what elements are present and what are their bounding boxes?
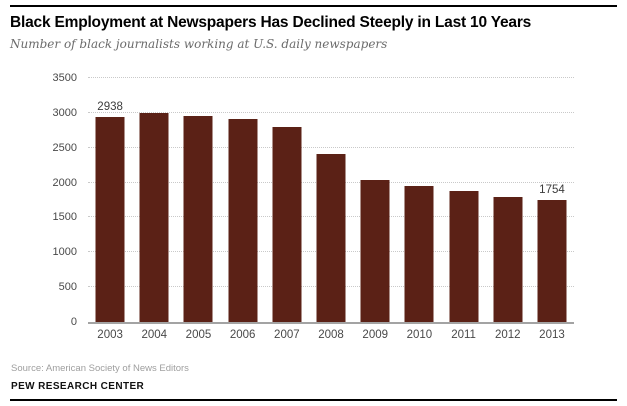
x-tick-label-2007: 2007 bbox=[274, 329, 300, 341]
bar-column-2005 bbox=[176, 78, 220, 322]
bar-2012 bbox=[493, 197, 523, 322]
x-tick-label-2011: 2011 bbox=[451, 329, 476, 341]
bar-2007 bbox=[272, 126, 302, 322]
bar-column-2011 bbox=[442, 78, 486, 322]
chart-subtitle: Number of black journalists working at U… bbox=[10, 37, 388, 51]
bar-2013 bbox=[537, 199, 567, 322]
x-tick-label-2005: 2005 bbox=[185, 329, 212, 341]
bar-2005 bbox=[183, 115, 213, 322]
bar-2009 bbox=[360, 180, 390, 322]
bars-container: 2938 1754 bbox=[88, 78, 574, 322]
bar-column-2013: 1754 bbox=[530, 78, 574, 322]
x-axis-labels: 2003 2004 2005 2006 2007 2008 2009 2010 2011 2012… bbox=[88, 329, 574, 341]
chart-title: Black Employment at Newspapers Has Decli… bbox=[10, 14, 532, 31]
x-tick-label-2010: 2010 bbox=[406, 329, 433, 341]
bar-column-2009 bbox=[353, 78, 397, 322]
x-tick-label-2006: 2006 bbox=[229, 329, 256, 341]
x-tick-label-2004: 2004 bbox=[141, 329, 168, 341]
bar-2004 bbox=[139, 112, 169, 322]
bar-column-2010 bbox=[397, 78, 441, 322]
x-tick-label-2003: 2003 bbox=[97, 329, 123, 341]
bottom-rule bbox=[10, 399, 617, 401]
bar-2011 bbox=[449, 190, 479, 322]
y-tick-label-1000: 1000 bbox=[52, 246, 77, 259]
top-rule bbox=[10, 5, 617, 7]
pew-research-center-footer: PEW RESEARCH CENTER bbox=[11, 381, 145, 392]
bar-column-2003: 2938 bbox=[88, 78, 132, 322]
bar-2010 bbox=[404, 186, 434, 322]
y-tick-label-0: 0 bbox=[70, 316, 77, 328]
bar-column-2004 bbox=[132, 78, 176, 322]
y-tick-label-500: 500 bbox=[58, 281, 77, 294]
value-label-2013: 1754 bbox=[539, 183, 565, 196]
gridline-3500 bbox=[88, 77, 574, 78]
x-tick-label-2008: 2008 bbox=[318, 329, 344, 341]
value-label-2003: 2938 bbox=[97, 101, 123, 114]
bar-2003 bbox=[95, 117, 125, 322]
bar-2006 bbox=[228, 119, 258, 322]
x-tick-label-2013: 2013 bbox=[539, 329, 565, 341]
x-tick-label-2009: 2009 bbox=[362, 329, 389, 341]
y-tick-label-2500: 2500 bbox=[52, 141, 77, 154]
bar-column-2007 bbox=[265, 78, 309, 322]
plot-area: 3500 3000 2500 2000 1500 1000 500 0 2938 1754 bbox=[53, 72, 574, 328]
source-note: Source: American Society of News Editors bbox=[11, 363, 189, 374]
bar-column-2006 bbox=[221, 78, 265, 322]
y-tick-label-3000: 3000 bbox=[52, 106, 77, 119]
x-tick-label-2012: 2012 bbox=[494, 329, 521, 341]
gridline-2500 bbox=[88, 146, 574, 148]
bar-2008 bbox=[316, 154, 346, 322]
gridline-3000 bbox=[88, 111, 574, 113]
y-tick-label-3500: 3500 bbox=[52, 72, 77, 84]
bar-column-2008 bbox=[309, 78, 353, 322]
bar-column-2012 bbox=[486, 78, 530, 322]
y-tick-label-1500: 1500 bbox=[52, 211, 77, 224]
y-tick-label-2000: 2000 bbox=[52, 176, 77, 189]
